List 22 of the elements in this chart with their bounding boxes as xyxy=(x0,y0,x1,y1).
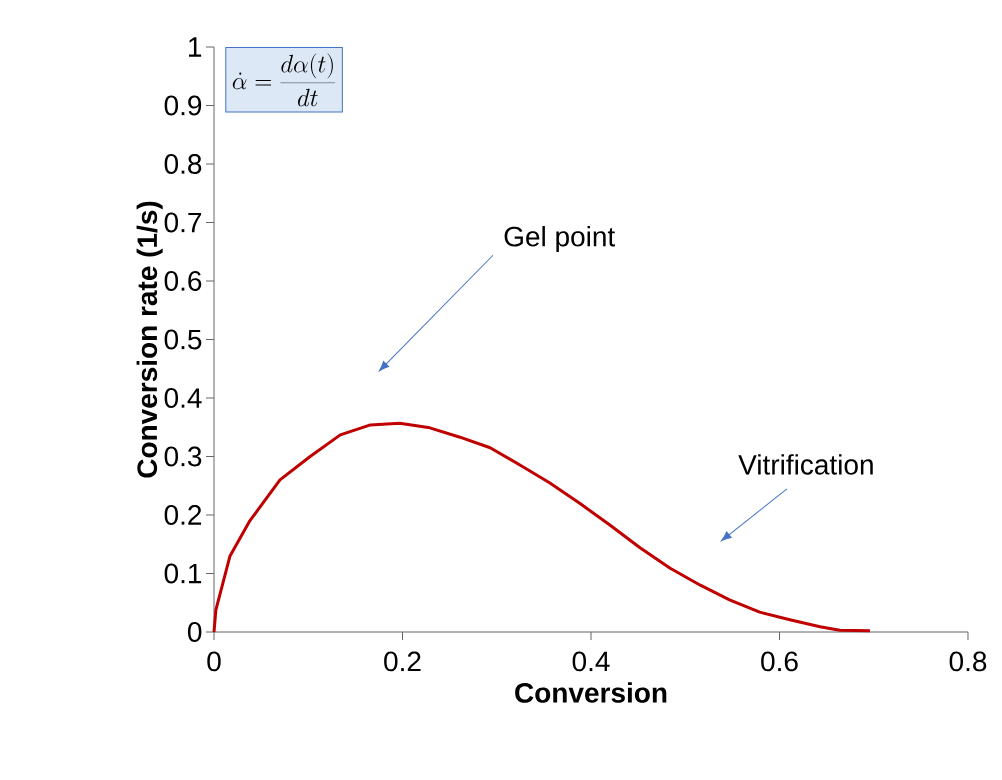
y-tick-label: 1 xyxy=(189,37,202,57)
y-tick-label: 0.5 xyxy=(164,329,202,350)
y-tick-label: 0.4 xyxy=(164,388,202,408)
y-tick-label: 0.7 xyxy=(164,212,202,233)
y-tick-label: 0.1 xyxy=(164,563,202,584)
annotation: Vitrification xyxy=(738,454,873,475)
x-tick-label: 0.2 xyxy=(384,651,421,672)
y-tick-label: 0.6 xyxy=(164,271,202,291)
y-tick-label: 0 xyxy=(188,622,202,642)
y-tick-label: 0.2 xyxy=(164,505,202,525)
y-tick-label: 0.9 xyxy=(164,95,202,116)
x-tick-label: 0.4 xyxy=(572,651,610,672)
annotation: Gel point xyxy=(504,225,616,253)
y-tick-label: 0.3 xyxy=(164,446,202,467)
x-axis-title: Conversion xyxy=(515,682,667,703)
y-tick-label: 0.8 xyxy=(164,154,202,174)
x-tick-label: 0.6 xyxy=(761,651,798,672)
x-tick-label: 0.8 xyxy=(949,651,987,672)
annotation: $\dot{\alpha} = \frac{d\alpha(t)}{dt}$ xyxy=(232,53,336,107)
y-axis-title: Conversion rate (1/s) xyxy=(136,201,163,478)
line-series xyxy=(212,421,872,634)
x-tick-label: 0 xyxy=(207,651,221,672)
